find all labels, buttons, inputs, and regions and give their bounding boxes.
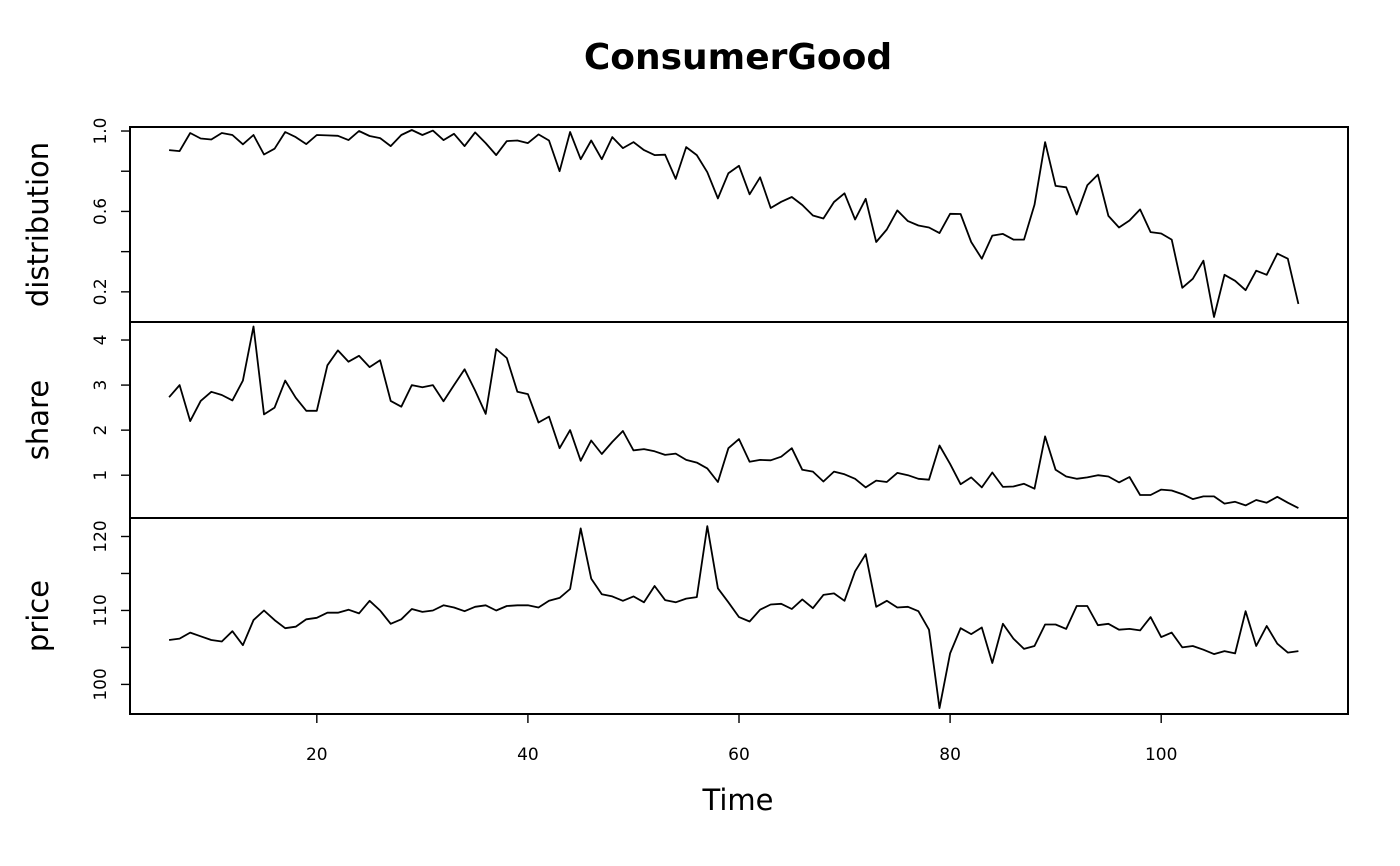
panel-frame-distribution	[129, 126, 1349, 323]
y-axis-label-distribution: distribution	[21, 142, 55, 307]
y-tick-label-share: 3	[91, 380, 111, 391]
x-tick-label: 60	[728, 745, 750, 765]
panel-price: 100 110 120 price	[21, 517, 1349, 715]
series-line-price	[168, 525, 1299, 709]
y-tick-label-share: 1	[91, 470, 111, 481]
x-tick-label: 80	[939, 745, 961, 765]
chart-title: ConsumerGood	[584, 37, 892, 78]
x-tick-label: 20	[306, 745, 328, 765]
y-tick-label-share: 4	[91, 335, 111, 346]
panel-share: 1 2 3 4 share	[21, 321, 1349, 519]
y-axis-label-share: share	[21, 380, 55, 460]
y-tick-label-price: 120	[91, 520, 111, 552]
y-tick-label-price: 110	[91, 594, 111, 626]
panel-distribution: 0.2 0.6 1.0 distribution	[21, 117, 1349, 323]
y-tick-label-price: 100	[91, 668, 111, 700]
series-line-share	[168, 325, 1299, 509]
panel-frame-share	[129, 321, 1349, 519]
x-axis: 20 40 60 80 100	[306, 714, 1177, 765]
y-tick-label-distribution: 0.2	[91, 278, 111, 305]
y-tick-label-distribution: 1.0	[91, 117, 111, 144]
series-line-distribution	[169, 129, 1300, 318]
x-tick-label: 40	[517, 745, 539, 765]
x-axis-label: Time	[702, 783, 774, 817]
y-tick-label-share: 2	[91, 425, 111, 436]
x-tick-label: 100	[1145, 745, 1177, 765]
y-tick-label-distribution: 0.6	[91, 198, 111, 225]
panels-group: 0.2 0.6 1.0 distribution 1 2 3 4 share 100 110 120 p…	[21, 117, 1349, 715]
y-axis-label-price: price	[21, 580, 55, 652]
